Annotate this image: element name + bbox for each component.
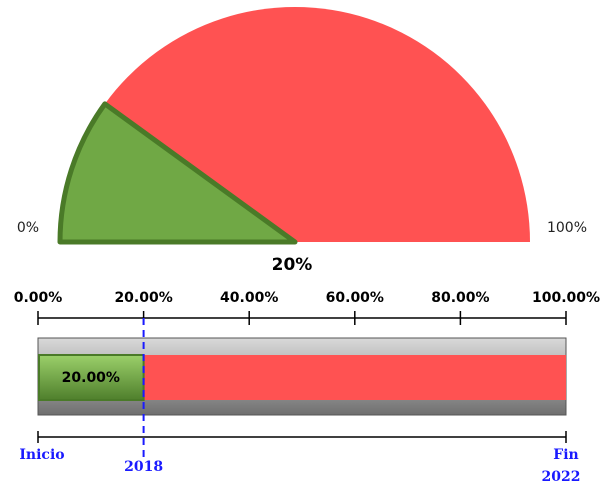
gauge-done xyxy=(57,101,298,245)
bar-done xyxy=(38,354,145,401)
bar-remaining xyxy=(143,355,566,400)
x-tick-label: 60.00% xyxy=(326,290,384,306)
timeline-marker: 2018 xyxy=(124,459,163,475)
gauge-remaining xyxy=(104,7,530,243)
timeline-end: Fin xyxy=(553,447,578,463)
timeline-end-year: 2022 xyxy=(542,469,581,485)
x-tick-label: 40.00% xyxy=(220,290,278,306)
gauge-max-label: 100% xyxy=(547,220,587,236)
gauge-min-label: 0% xyxy=(17,220,39,236)
bar-value-label: 20.00% xyxy=(62,370,120,386)
x-tick-label: 20.00% xyxy=(114,290,172,306)
x-tick-label: 0.00% xyxy=(14,290,63,306)
gauge-value-label: 20% xyxy=(272,255,313,275)
x-tick-label: 80.00% xyxy=(431,290,489,306)
x-tick-label: 100.00% xyxy=(532,290,600,306)
timeline-start: Inicio xyxy=(19,447,64,463)
